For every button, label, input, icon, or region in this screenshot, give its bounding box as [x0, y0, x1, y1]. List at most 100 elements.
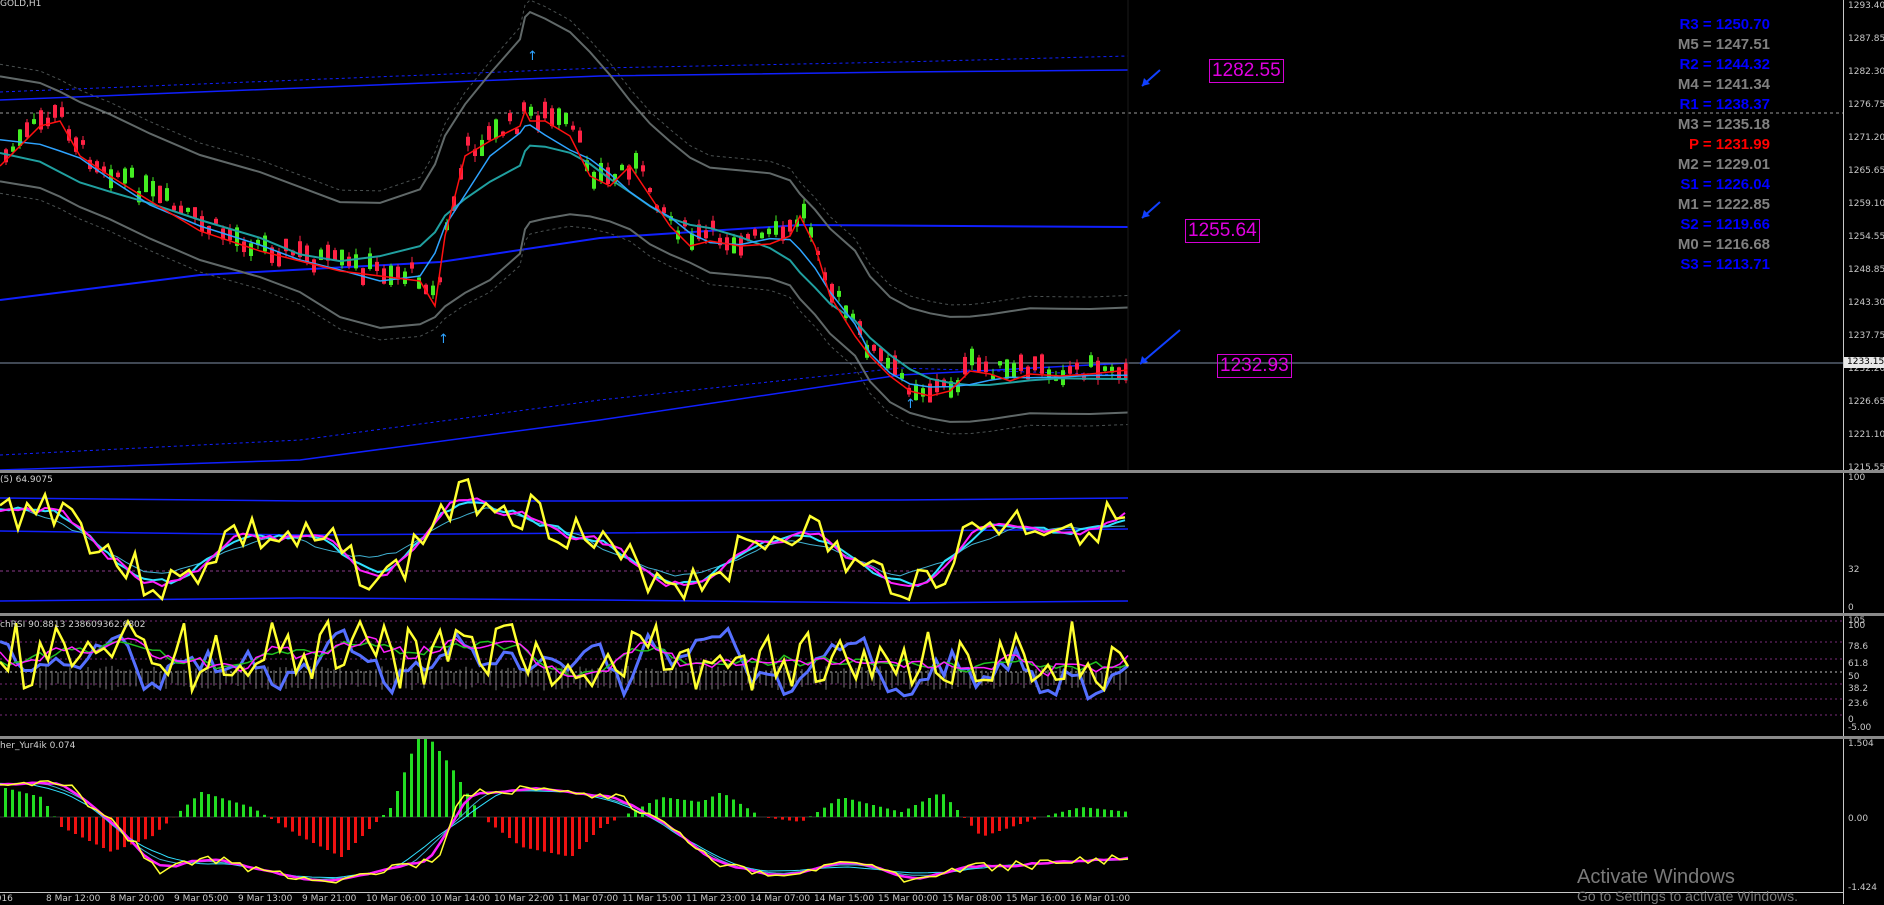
fisher-histogram-bar	[4, 788, 7, 817]
main-chart-pane[interactable]: ↑↑↑ GOLD,H1 1282.55 1255.64 1232.93 R3 =…	[0, 0, 1843, 470]
fisher-histogram-bar	[494, 817, 497, 828]
stoch-tick-236: 23.6	[1848, 699, 1868, 709]
price-tick-1: 1287.85	[1848, 34, 1884, 44]
stoch-tick-786: 78.6	[1848, 642, 1868, 652]
current-price-marker: 1233.15	[1844, 357, 1884, 368]
window-title: GOLD,H1	[0, 0, 41, 9]
fisher-histogram-bar	[543, 817, 546, 852]
candle-body	[130, 168, 134, 178]
candle-body	[872, 345, 876, 351]
time-tick-11: 11 Mar 23:00	[686, 894, 746, 904]
fisher-histogram-bar	[151, 817, 154, 836]
rsi-pane[interactable]: (5) 64.9075	[0, 473, 1843, 613]
fisher-histogram-bar	[1096, 809, 1099, 817]
fisher-histogram-bar	[228, 800, 231, 817]
fisher-histogram-bar	[67, 817, 70, 831]
fisher-histogram-bar	[1075, 808, 1078, 817]
fisher-chart[interactable]	[0, 739, 1843, 892]
fisher-histogram-bar	[214, 796, 217, 817]
rsi-chart[interactable]	[0, 473, 1843, 613]
price-chart[interactable]: ↑↑↑	[0, 0, 1843, 470]
fisher-histogram-bar	[949, 802, 952, 817]
pivot-level-8: S1 = 1226.04	[1680, 176, 1770, 193]
stochrsi-pane[interactable]: chRSI 90.8813 238609362.6802	[0, 616, 1843, 736]
candle-body	[900, 373, 904, 379]
fisher-histogram-bar	[165, 817, 168, 824]
candle-body	[984, 362, 988, 373]
candle-body	[1005, 359, 1009, 378]
fisher-histogram-bar	[564, 817, 567, 856]
time-tick-1: 8 Mar 12:00	[46, 894, 100, 904]
candle-body	[774, 221, 778, 235]
time-tick-8: 10 Mar 22:00	[494, 894, 554, 904]
fisher-histogram-bar	[1082, 807, 1085, 817]
fisher-histogram-bar	[970, 817, 973, 826]
fisher-histogram-bar	[312, 817, 315, 843]
fisher-histogram-bar	[1068, 810, 1071, 817]
candle-body	[60, 107, 64, 117]
fisher-tick-high: 1.504	[1848, 739, 1874, 749]
fisher-histogram-bar	[18, 792, 21, 818]
candle-body	[1103, 366, 1107, 370]
candle-body	[249, 243, 253, 256]
candle-body	[648, 188, 652, 192]
rsi-label: (5) 64.9075	[0, 475, 53, 485]
candle-body	[1075, 362, 1079, 369]
fisher-histogram-bar	[746, 808, 749, 817]
fisher-histogram-bar	[431, 742, 434, 817]
fisher-histogram-bar	[802, 817, 805, 821]
stochrsi-axis: 105 100 78.6 61.8 50 38.2 23.6 0 -5.00	[1843, 616, 1884, 736]
pivot-level-1: M5 = 1247.51	[1678, 36, 1770, 53]
fisher-histogram-bar	[375, 817, 378, 822]
fractal-arrow-icon: ↑	[527, 49, 538, 64]
price-box-2: 1255.64	[1185, 219, 1260, 243]
fisher-histogram-bar	[991, 817, 994, 833]
price-box-3: 1232.93	[1217, 354, 1292, 378]
fractal-arrow-icon: ↑	[905, 397, 916, 412]
candle-body	[214, 219, 218, 224]
fisher-histogram-bar	[438, 751, 441, 817]
fisher-histogram-bar	[1026, 817, 1029, 822]
candle-body	[151, 181, 155, 196]
fisher-histogram-bar	[403, 772, 406, 817]
fisher-histogram-bar	[1061, 812, 1064, 817]
fisher-histogram-bar	[606, 817, 609, 824]
fisher-histogram-bar	[690, 801, 693, 817]
candle-body	[1040, 354, 1044, 373]
stoch-tick-50: 50	[1848, 672, 1859, 682]
fisher-histogram-bar	[81, 817, 84, 838]
fisher-histogram-bar	[445, 760, 448, 817]
fisher-histogram-bar	[774, 817, 777, 819]
fisher-histogram-bar	[1089, 808, 1092, 817]
stochrsi-label: chRSI 90.8813 238609362.6802	[0, 620, 146, 630]
candle-body	[1033, 356, 1037, 370]
fisher-histogram-bar	[102, 817, 105, 848]
fisher-histogram-bar	[1117, 811, 1120, 817]
candle-body	[144, 175, 148, 192]
candle-body	[515, 129, 519, 134]
candle-body	[431, 286, 435, 296]
price-tick-6: 1259.10	[1848, 199, 1884, 209]
fisher-histogram-bar	[186, 805, 189, 817]
fisher-histogram-bar	[788, 817, 791, 821]
candle-body	[340, 250, 344, 266]
fisher-tick-zero: 0.00	[1848, 814, 1868, 824]
fisher-histogram-bar	[725, 795, 728, 817]
fisher-histogram-bar	[683, 800, 686, 817]
candle-body	[592, 172, 596, 189]
fisher-histogram-bar	[340, 817, 343, 857]
ema-slow	[0, 146, 1128, 386]
fisher-histogram-bar	[599, 817, 602, 828]
fisher-histogram-bar	[809, 816, 812, 817]
pivot-level-5: M3 = 1235.18	[1678, 116, 1770, 133]
fisher-histogram-bar	[32, 795, 35, 817]
stochrsi-chart[interactable]	[0, 616, 1843, 736]
fisher-histogram-bar	[550, 817, 553, 853]
pivot-level-0: R3 = 1250.70	[1680, 16, 1771, 33]
price-tick-8: 1248.85	[1848, 265, 1884, 275]
candle-body	[1117, 367, 1121, 378]
fisher-histogram-bar	[732, 800, 735, 818]
fisher-histogram-bar	[781, 817, 784, 820]
fisher-pane[interactable]: her_Yur4ik 0.074	[0, 739, 1843, 892]
